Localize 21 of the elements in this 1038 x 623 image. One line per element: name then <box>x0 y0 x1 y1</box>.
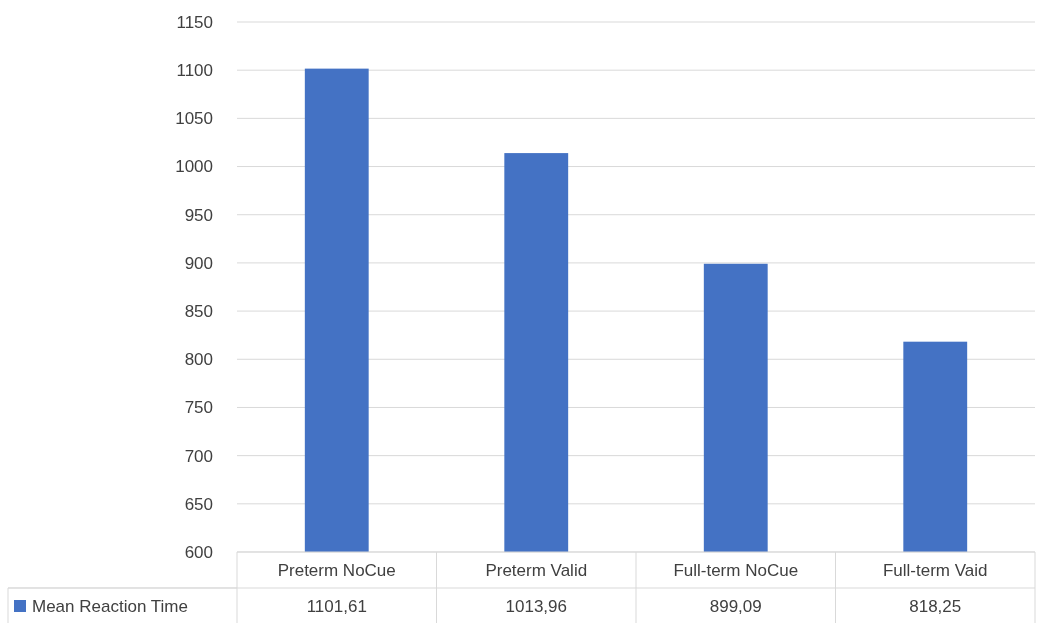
x-tick-label: Preterm NoCue <box>277 560 396 580</box>
y-tick-label: 1100 <box>176 61 213 81</box>
y-tick-label: 1150 <box>176 12 213 32</box>
data-label: 818,25 <box>909 596 962 616</box>
y-tick-label: 850 <box>184 302 213 322</box>
legend-label: Mean Reaction Time <box>32 596 188 616</box>
x-tick-label: Full-term NoCue <box>673 560 799 580</box>
y-tick-label: 700 <box>184 446 213 466</box>
y-tick-label: 800 <box>184 350 213 370</box>
x-tick-label: Preterm Valid <box>485 560 588 580</box>
y-tick-label: 750 <box>184 398 213 418</box>
y-tick-label: 900 <box>184 253 213 273</box>
x-tick-label: Full-term Vaid <box>882 560 988 580</box>
y-tick-label: 1050 <box>175 109 213 129</box>
y-tick-label: 950 <box>184 205 213 225</box>
data-label: 1101,61 <box>306 596 367 616</box>
y-tick-label: 1000 <box>175 157 213 177</box>
y-tick-label: 650 <box>184 494 213 514</box>
y-tick-label: 600 <box>184 542 213 562</box>
data-label: 1013,96 <box>505 596 567 616</box>
data-label: 899,09 <box>709 596 762 616</box>
